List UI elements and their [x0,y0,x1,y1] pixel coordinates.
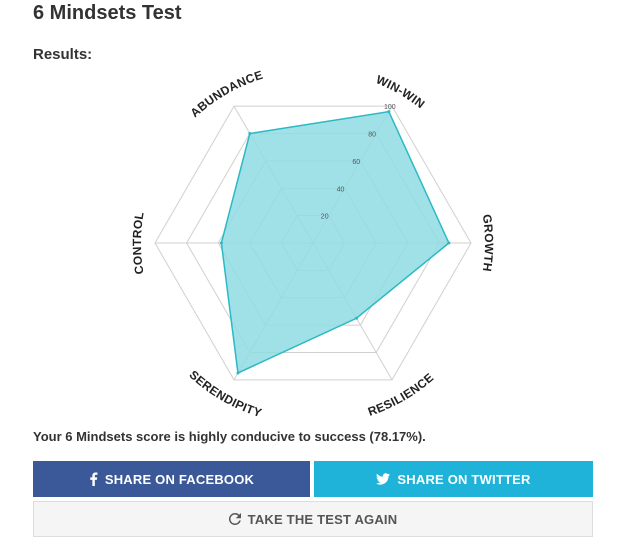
take-test-again-button[interactable]: TAKE THE TEST AGAIN [33,501,593,537]
score-summary: Your 6 Mindsets score is highly conduciv… [33,429,426,444]
axis-label-growth: GROWTH [480,213,496,272]
axis-label-control: CONTROL [130,211,147,276]
tick-label: 60 [352,159,360,166]
facebook-icon [89,472,98,486]
score-point-abundance [248,132,252,136]
axis-label-abundance: ABUNDANCE [188,68,265,120]
share-facebook-label: SHARE ON FACEBOOK [104,471,255,487]
score-point-growth [447,241,451,245]
tick-label: 40 [337,186,345,193]
axis-label-serendipity: SERENDIPITY [186,368,263,420]
tick-label: 20 [321,214,329,221]
radar-area [219,110,451,375]
score-point-control [219,241,223,245]
share-twitter-label: SHARE ON TWITTER [397,471,531,487]
score-area [220,110,450,375]
axis-label-resilience: RESILIENCE [366,370,436,419]
score-point-serendipity [236,371,240,375]
radar-tick-labels: 20 40 60 80 100 [321,104,396,220]
take-test-again-label: TAKE THE TEST AGAIN [247,511,398,527]
share-twitter-button[interactable]: SHARE ON TWITTER [314,461,593,497]
results-label: Results: [33,46,93,63]
axis-label-win-win: WIN-WIN [374,72,427,111]
score-point-resilience [354,316,358,320]
tick-label: 80 [368,132,376,139]
radar-chart: 20 40 60 80 100 WIN-WIN GROWTH RESILIENCE SEREN… [130,68,496,420]
tick-label: 100 [384,104,396,111]
page-title: 6 Mindsets Test [33,2,182,24]
share-facebook-button[interactable]: SHARE ON FACEBOOK [33,461,310,497]
score-point-win-win [387,110,391,114]
twitter-icon [376,473,391,485]
refresh-icon [228,513,241,525]
